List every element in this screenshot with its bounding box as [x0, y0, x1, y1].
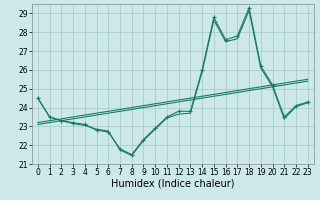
- X-axis label: Humidex (Indice chaleur): Humidex (Indice chaleur): [111, 179, 235, 189]
